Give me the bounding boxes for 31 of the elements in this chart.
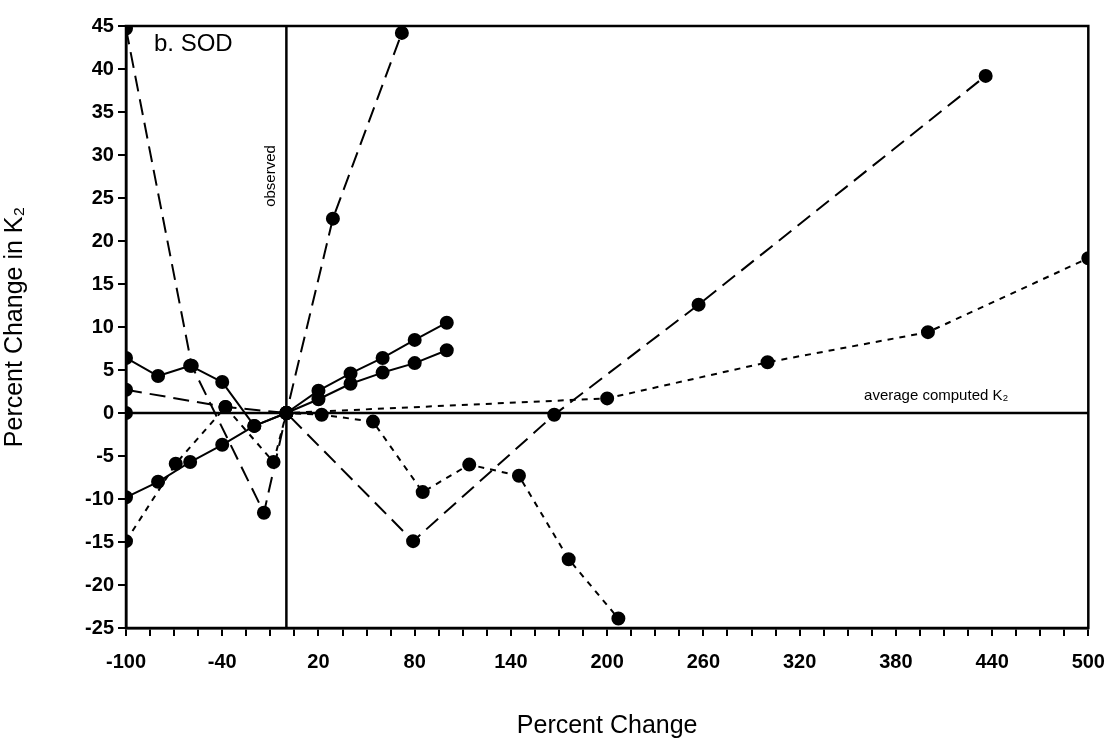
chart-title: b. SOD — [154, 28, 233, 56]
y-tick-label: 5 — [102, 357, 114, 380]
y-tick-label: -5 — [96, 443, 114, 466]
y-tick-label: 30 — [91, 142, 114, 165]
x-tick-label: 380 — [879, 649, 913, 672]
x-tick-label: 440 — [975, 649, 1009, 672]
y-tick-label: -20 — [85, 572, 114, 595]
x-tick-label: -40 — [207, 649, 237, 672]
y-tick-label: 0 — [102, 400, 114, 423]
y-tick-label: 20 — [91, 228, 114, 251]
y-tick-label: 25 — [91, 185, 114, 208]
x-tick-label: 80 — [403, 649, 426, 672]
x-tick-label: 320 — [782, 649, 817, 672]
y-tick-label: 35 — [91, 99, 114, 122]
ref-line-label: observed — [261, 145, 279, 207]
x-tick-label: 260 — [686, 649, 721, 672]
y-tick-label: -25 — [85, 615, 114, 638]
y-tick-label: 15 — [91, 271, 114, 294]
y-tick-label: -15 — [85, 529, 114, 552]
ref-line-label: average computed K₂ — [864, 385, 1009, 403]
y-tick-label: 40 — [91, 56, 114, 79]
y-axis-title: Percent Change in K₂ — [0, 206, 27, 448]
x-tick-label: 140 — [494, 649, 528, 672]
x-tick-label: -100 — [105, 649, 147, 672]
x-tick-label: 200 — [590, 649, 624, 672]
x-axis-title: Percent Change — [516, 709, 698, 738]
x-tick-label: 500 — [1071, 649, 1105, 672]
y-tick-label: 45 — [91, 13, 114, 36]
y-tick-label: -10 — [85, 486, 114, 509]
x-tick-label: 20 — [307, 649, 330, 672]
y-tick-label: 10 — [91, 314, 114, 337]
